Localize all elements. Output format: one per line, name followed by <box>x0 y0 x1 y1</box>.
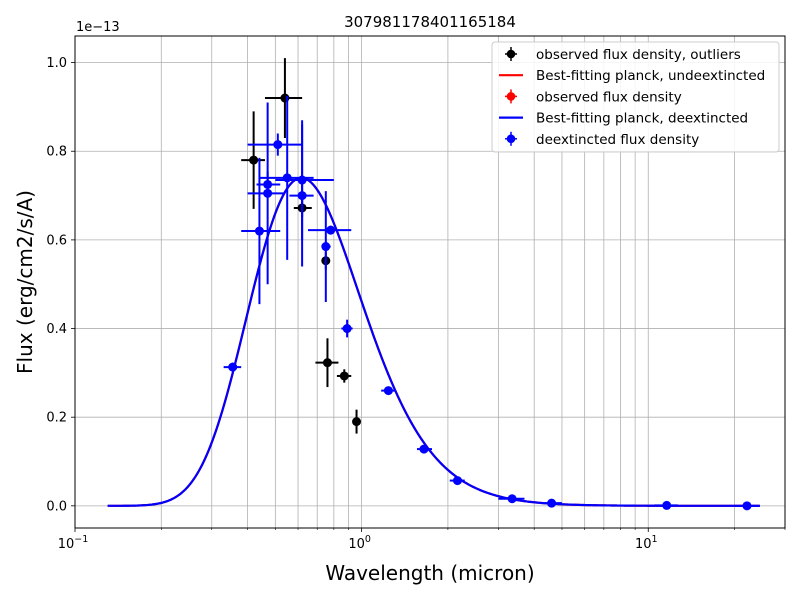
legend-label: Best-fitting planck, deextincted <box>536 111 748 127</box>
point-marker <box>419 444 429 454</box>
legend-label: Best-fitting planck, undeextincted <box>536 68 765 84</box>
data-point <box>247 133 303 156</box>
point-marker <box>352 417 362 427</box>
data-point <box>264 58 303 138</box>
model-curve <box>107 176 760 507</box>
data-point <box>256 171 281 198</box>
x-tick-exponent: 1 <box>651 534 657 545</box>
point-marker <box>662 500 672 510</box>
legend-entry: observed flux density <box>505 89 682 105</box>
point-marker <box>326 225 336 235</box>
plot-frame <box>74 35 786 529</box>
legend-label: deextincted flux density <box>536 132 699 148</box>
point-marker <box>742 501 752 511</box>
data-point <box>275 120 334 240</box>
data-point <box>307 225 352 235</box>
x-tick-exponent: 0 <box>365 534 371 545</box>
y-axis-label: Flux (erg/cm2/s/A) <box>13 190 37 374</box>
point-marker <box>507 494 517 504</box>
y-offset-text: 1e−13 <box>76 20 120 35</box>
data-point <box>315 338 339 388</box>
y-tick-label: 1.0 <box>46 56 67 71</box>
point-marker <box>452 476 462 486</box>
data-point <box>223 362 242 372</box>
point-marker <box>273 140 283 150</box>
y-tick-label: 0.0 <box>46 499 67 514</box>
legend-marker-swatch <box>506 134 516 144</box>
data-point <box>449 476 465 486</box>
point-marker <box>249 155 259 165</box>
series-layer <box>107 58 760 511</box>
legend-marker-swatch <box>506 49 516 59</box>
legend-entry: Best-fitting planck, undeextincted <box>499 68 765 84</box>
x-tick-label: 100 <box>348 534 371 552</box>
x-axis-label: Wavelength (micron) <box>325 561 534 585</box>
x-tick-exponent: −1 <box>74 534 88 545</box>
data-point <box>654 500 678 510</box>
point-marker <box>383 386 393 396</box>
data-point <box>321 191 331 302</box>
point-marker <box>228 362 238 372</box>
data-point <box>416 444 432 454</box>
point-marker <box>547 498 557 508</box>
y-tick-label: 0.4 <box>46 322 67 337</box>
data-point <box>336 369 352 383</box>
point-marker <box>297 175 307 185</box>
point-marker <box>254 226 264 236</box>
legend-entry: observed flux density, outliers <box>505 47 741 63</box>
y-tick-label: 0.8 <box>46 145 67 160</box>
legend-label: observed flux density <box>536 89 682 105</box>
data-point <box>381 386 396 396</box>
point-marker <box>322 358 332 368</box>
legend-label: observed flux density, outliers <box>536 47 741 63</box>
point-marker <box>321 242 331 252</box>
data-point <box>341 319 353 338</box>
data-point <box>498 494 525 504</box>
x-tick-label: 101 <box>635 534 658 552</box>
x-tick-label: 10−1 <box>58 534 89 552</box>
data-point <box>734 501 760 511</box>
legend-box <box>491 41 780 153</box>
legend-marker-swatch <box>506 92 516 101</box>
legend: observed flux density, outliers Best-fitt… <box>491 41 780 153</box>
data-point <box>540 498 562 508</box>
point-marker <box>263 179 273 189</box>
y-tick-label: 0.2 <box>46 411 67 426</box>
data-point <box>352 409 362 434</box>
legend-entry: deextincted flux density <box>505 131 699 148</box>
point-marker <box>342 324 352 334</box>
chart-title: 307981178401165184 <box>344 13 516 31</box>
data-point <box>241 157 281 305</box>
legend-entry: Best-fitting planck, deextincted <box>499 111 748 127</box>
point-marker <box>339 371 349 381</box>
y-tick-label: 0.6 <box>46 233 67 248</box>
